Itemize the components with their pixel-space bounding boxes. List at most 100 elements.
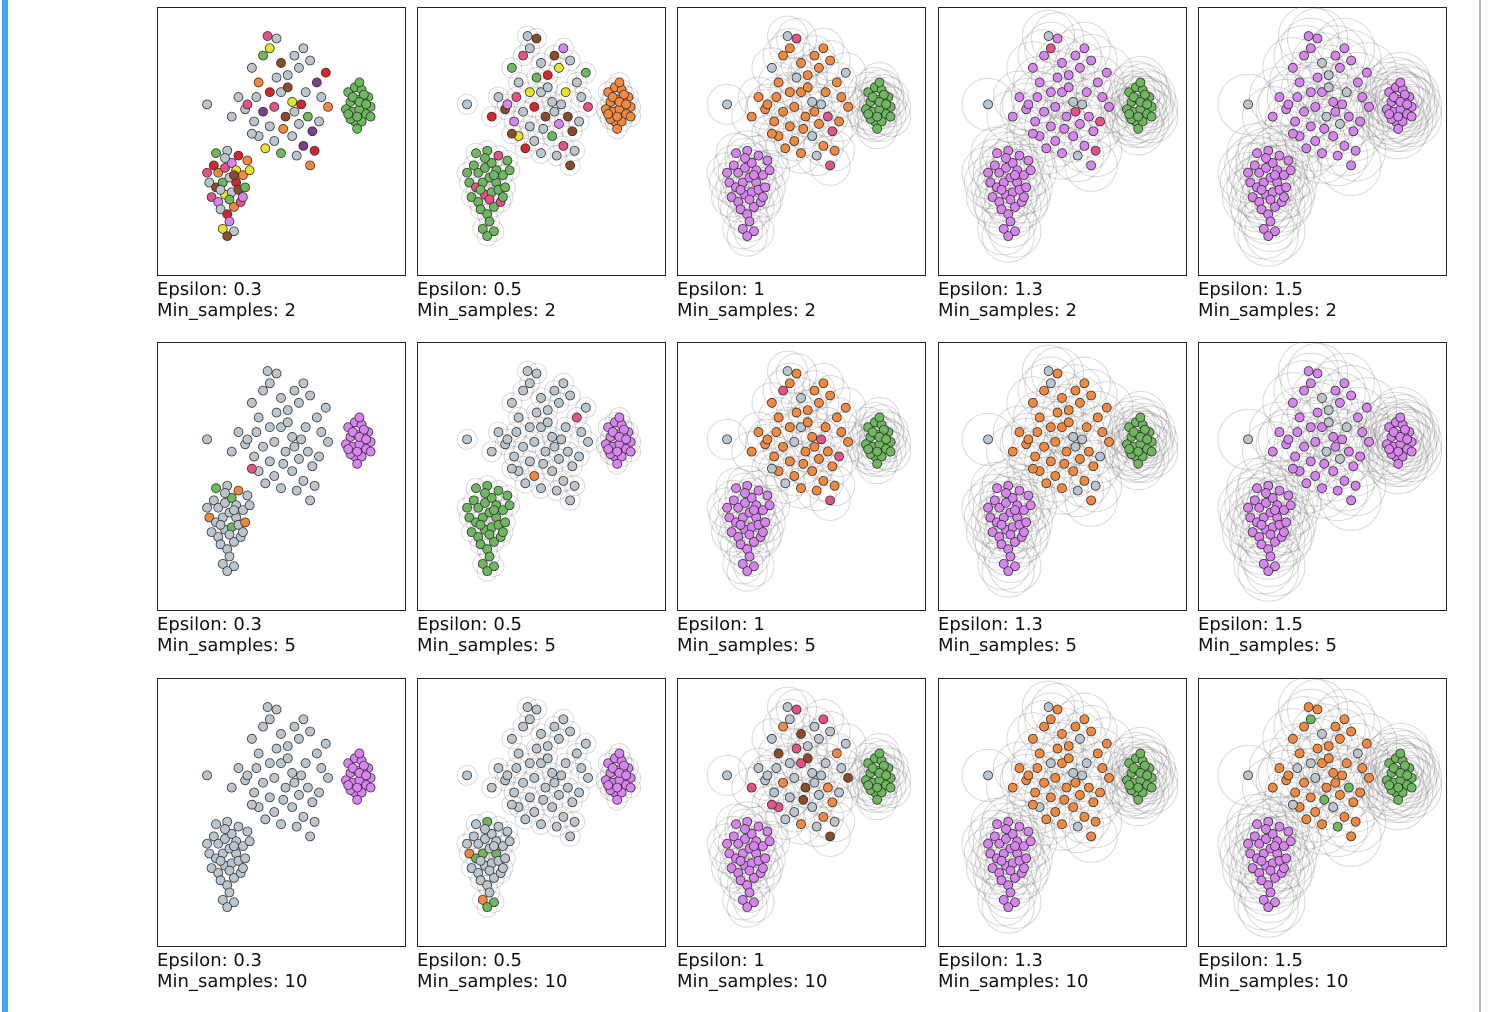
noise-point: [289, 106, 300, 117]
epsilon-halo: [575, 62, 597, 84]
noise-point: [300, 758, 311, 769]
noise-point: [983, 770, 993, 781]
cluster-point-red: [309, 145, 320, 156]
epsilon-label: Epsilon: 0.3: [157, 614, 263, 635]
cluster-point-orange: [1312, 704, 1323, 715]
epsilon-halo: [1309, 37, 1371, 99]
epsilon-halo: [494, 769, 516, 791]
scatter-plot: [417, 342, 666, 611]
noise-point: [309, 480, 320, 491]
noise-point: [722, 770, 732, 781]
cluster-point-purple: [226, 158, 237, 168]
epsilon-halo: [961, 412, 1015, 466]
noise-point: [782, 31, 793, 41]
cluster-point-orange: [1061, 446, 1072, 457]
cluster-point-purple: [1097, 92, 1108, 102]
epsilon-halo: [548, 448, 570, 470]
cluster-point-purple: [1265, 865, 1276, 876]
cluster-point-purple: [1001, 488, 1011, 498]
epsilon-halo: [1120, 412, 1174, 466]
cluster-point-purple: [998, 894, 1009, 905]
epsilon-halo: [731, 431, 773, 473]
cluster-point-purple: [1402, 99, 1413, 110]
cluster-point-orange: [791, 407, 802, 418]
noise-point: [220, 824, 230, 834]
cluster-point-purple: [1249, 831, 1260, 842]
cluster-point-purple: [1245, 512, 1256, 523]
cluster-point-orange: [1361, 738, 1372, 749]
cluster-point-orange: [1068, 466, 1079, 477]
epsilon-halo: [1374, 742, 1436, 804]
noise-point: [811, 150, 822, 161]
cluster-point-purple: [1010, 897, 1020, 908]
cluster-point-green: [1146, 782, 1157, 793]
cluster-point-purple: [760, 182, 771, 193]
cluster-point-purple: [1303, 31, 1314, 41]
cluster-point-purple: [733, 167, 744, 178]
cluster-point-orange: [1335, 790, 1345, 800]
noise-point: [202, 770, 212, 781]
noise-point: [287, 768, 298, 778]
noise-point: [309, 816, 320, 827]
noise-point: [204, 848, 215, 859]
epsilon-halo: [1022, 9, 1076, 63]
cluster-point-purple: [1310, 471, 1321, 481]
noise-point: [569, 145, 580, 156]
epsilon-halo: [514, 472, 536, 494]
epsilon-halo: [456, 93, 478, 115]
cluster-point-pink: [822, 111, 833, 122]
cluster-point-orange: [1346, 726, 1357, 737]
cluster-point-purple: [728, 160, 739, 171]
epsilon-halo: [769, 362, 811, 404]
noise-point: [524, 456, 535, 467]
noise-point: [282, 405, 293, 416]
cluster-point-purple: [1346, 55, 1357, 66]
cluster-point-orange: [1079, 378, 1090, 389]
epsilon-halo: [820, 411, 862, 453]
cluster-point-purple: [1061, 111, 1072, 122]
min-samples-label: Min_samples: 10: [938, 971, 1089, 992]
epsilon-halo: [548, 57, 570, 79]
cluster-point-purple: [618, 424, 629, 435]
cluster-point-purple: [1281, 182, 1292, 193]
epsilon-halo: [561, 455, 583, 477]
noise-point: [269, 807, 280, 817]
cluster-point-orange: [1041, 814, 1052, 825]
noise-point: [571, 77, 582, 88]
cluster-point-orange: [1075, 790, 1085, 800]
epsilon-halo: [512, 45, 534, 67]
cluster-point-red: [296, 99, 307, 110]
noise-point: [316, 763, 327, 773]
noise-point: [1292, 763, 1303, 773]
epsilon-halo: [1028, 785, 1082, 839]
cluster-point-green: [493, 485, 504, 496]
cluster-point-brown: [540, 111, 551, 122]
cluster-point-purple: [612, 794, 623, 805]
noise-point: [264, 758, 275, 769]
cluster-point-purple: [726, 863, 737, 874]
cluster-point-purple: [744, 529, 755, 540]
cluster-point-purple: [365, 446, 376, 457]
cluster-point-purple: [740, 833, 750, 844]
cluster-point-purple: [1312, 368, 1323, 379]
epsilon-halo: [809, 39, 851, 81]
cluster-point-green: [874, 412, 885, 423]
epsilon-halo: [1024, 21, 1078, 75]
epsilon-halo: [481, 106, 503, 128]
cluster-point-purple: [1050, 136, 1061, 146]
cluster-point-orange: [784, 121, 795, 132]
epsilon-halo: [476, 560, 498, 582]
epsilon-halo: [514, 808, 536, 830]
epsilon-halo: [753, 771, 795, 813]
cluster-point-purple: [1270, 170, 1280, 181]
cluster-point-purple: [996, 204, 1007, 215]
cluster-point-green: [480, 497, 490, 508]
noise-point: [287, 131, 298, 142]
noise-point: [580, 738, 591, 749]
noise-point: [484, 865, 495, 876]
cluster-point-purple: [1092, 77, 1103, 88]
epsilon-halo: [1006, 41, 1060, 95]
scatter-plot: [677, 342, 926, 611]
epsilon-halo: [1248, 66, 1310, 128]
cluster-point-purple: [1299, 106, 1309, 117]
